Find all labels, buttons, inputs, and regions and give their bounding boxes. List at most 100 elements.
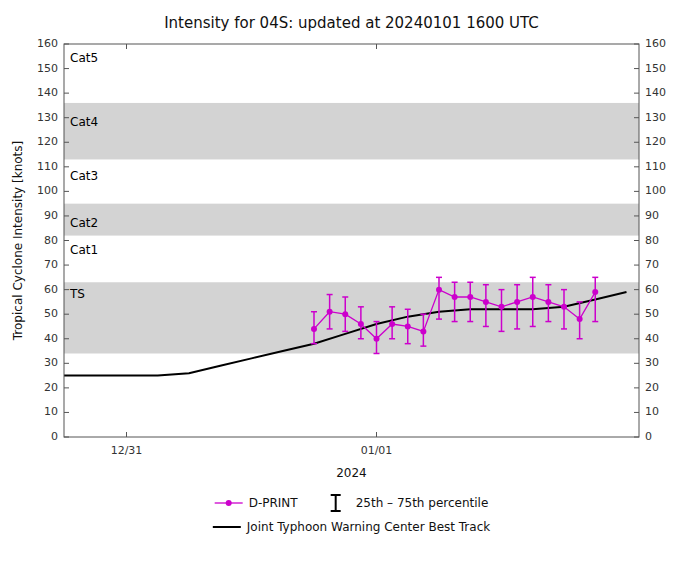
error-bar (592, 277, 598, 321)
x-axis-label: 2024 (336, 466, 367, 480)
legend-row: Joint Typhoon Warning Center Best Track (213, 520, 490, 534)
y-tick (64, 93, 69, 94)
category-band (64, 204, 639, 236)
category-label: Cat2 (70, 216, 98, 230)
y-tick-label: 10 (645, 405, 659, 418)
data-point (405, 323, 411, 329)
data-point (389, 321, 395, 327)
y-tick-label: 30 (44, 356, 58, 369)
y-tick-label: 100 (645, 184, 666, 197)
data-point (467, 294, 473, 300)
y-tick (634, 387, 639, 388)
y-tick-label: 20 (645, 381, 659, 394)
error-bar (405, 309, 411, 343)
y-tick-label: 150 (37, 62, 58, 75)
y-tick (64, 387, 69, 388)
series-line (314, 290, 595, 339)
y-tick (634, 412, 639, 413)
y-tick-label: 40 (645, 332, 659, 345)
error-bar (483, 285, 489, 327)
y-tick-label: 110 (37, 160, 58, 173)
y-axis-label: Tropical Cyclone Intensity [knots] (11, 141, 25, 341)
series-line (64, 292, 627, 376)
y-tick-label: 140 (645, 86, 666, 99)
y-tick (634, 215, 639, 216)
y-tick-label: 90 (44, 209, 58, 222)
category-band (64, 103, 639, 159)
y-tick-label: 90 (645, 209, 659, 222)
y-tick (634, 93, 639, 94)
error-bar (420, 314, 426, 346)
data-point (545, 299, 551, 305)
y-tick-label: 100 (37, 184, 58, 197)
y-tick (64, 412, 69, 413)
y-tick-label: 0 (645, 430, 652, 443)
error-bar (389, 307, 395, 339)
y-tick-label: 20 (44, 381, 58, 394)
y-tick (64, 437, 69, 438)
y-tick-label: 130 (645, 111, 666, 124)
y-tick-label: 50 (44, 307, 58, 320)
y-tick-label: 70 (44, 258, 58, 271)
y-tick (64, 68, 69, 69)
category-band (64, 282, 639, 353)
y-tick (634, 142, 639, 143)
y-tick (64, 289, 69, 290)
data-point (374, 336, 380, 342)
y-tick-label: 40 (44, 332, 58, 345)
error-bar (452, 282, 458, 321)
y-tick-label: 30 (645, 356, 659, 369)
plot-area (64, 103, 639, 376)
error-bar (514, 285, 520, 329)
y-tick (64, 338, 69, 339)
y-tick-label: 60 (44, 283, 58, 296)
legend-line (213, 526, 241, 528)
y-tick-label: 120 (37, 135, 58, 148)
x-tick (376, 44, 377, 49)
data-point (342, 311, 348, 317)
data-point (483, 299, 489, 305)
y-tick (634, 44, 639, 45)
y-tick (634, 166, 639, 167)
y-tick (64, 314, 69, 315)
y-tick (64, 363, 69, 364)
legend-error-bar (335, 495, 337, 511)
data-point (420, 328, 426, 334)
plot-frame (64, 44, 639, 437)
y-tick (64, 265, 69, 266)
y-tick (64, 117, 69, 118)
error-bar (467, 282, 473, 321)
error-bar (436, 277, 442, 319)
y-tick (634, 265, 639, 266)
y-tick-label: 10 (44, 405, 58, 418)
y-tick (64, 142, 69, 143)
error-bar (342, 297, 348, 331)
x-tick (376, 432, 377, 437)
data-point (358, 321, 364, 327)
y-tick-label: 80 (645, 234, 659, 247)
y-tick-label: 130 (37, 111, 58, 124)
y-tick-label: 160 (645, 37, 666, 50)
y-tick (634, 289, 639, 290)
category-label: Cat1 (70, 243, 98, 257)
y-tick (64, 44, 69, 45)
data-point (452, 294, 458, 300)
y-tick (64, 166, 69, 167)
legend-error-bar (331, 510, 341, 512)
y-tick (64, 240, 69, 241)
data-point (577, 316, 583, 322)
category-label: TS (69, 287, 85, 301)
legend-label: Joint Typhoon Warning Center Best Track (246, 520, 490, 534)
y-tick (634, 363, 639, 364)
data-point (499, 304, 505, 310)
y-tick-label: 70 (645, 258, 659, 271)
x-tick (126, 432, 127, 437)
error-bar (545, 285, 551, 322)
y-tick (634, 191, 639, 192)
legend-marker (226, 500, 232, 506)
y-tick-label: 140 (37, 86, 58, 99)
legend-label: 25th – 75th percentile (356, 496, 489, 510)
y-tick-label: 110 (645, 160, 666, 173)
y-tick-label: 60 (645, 283, 659, 296)
data-point (561, 304, 567, 310)
